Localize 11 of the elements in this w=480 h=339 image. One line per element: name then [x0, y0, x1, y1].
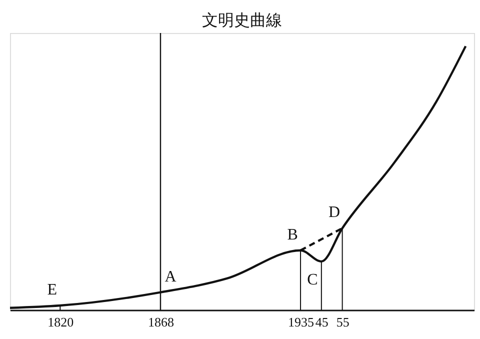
annotation: D [328, 204, 340, 222]
annotation: E [47, 282, 58, 299]
x-tick-label: 1935 [288, 314, 314, 330]
annotation: B [287, 226, 298, 244]
x-tick-label: 55 [336, 314, 350, 330]
annotation: A [164, 268, 177, 286]
chart-title: 文明史曲線 [202, 11, 282, 30]
annotation: C [307, 271, 318, 288]
x-tick-label: 1820 [48, 314, 74, 330]
x-tick-label: 45 [315, 314, 328, 330]
x-tick-label: 1868 [148, 314, 174, 330]
